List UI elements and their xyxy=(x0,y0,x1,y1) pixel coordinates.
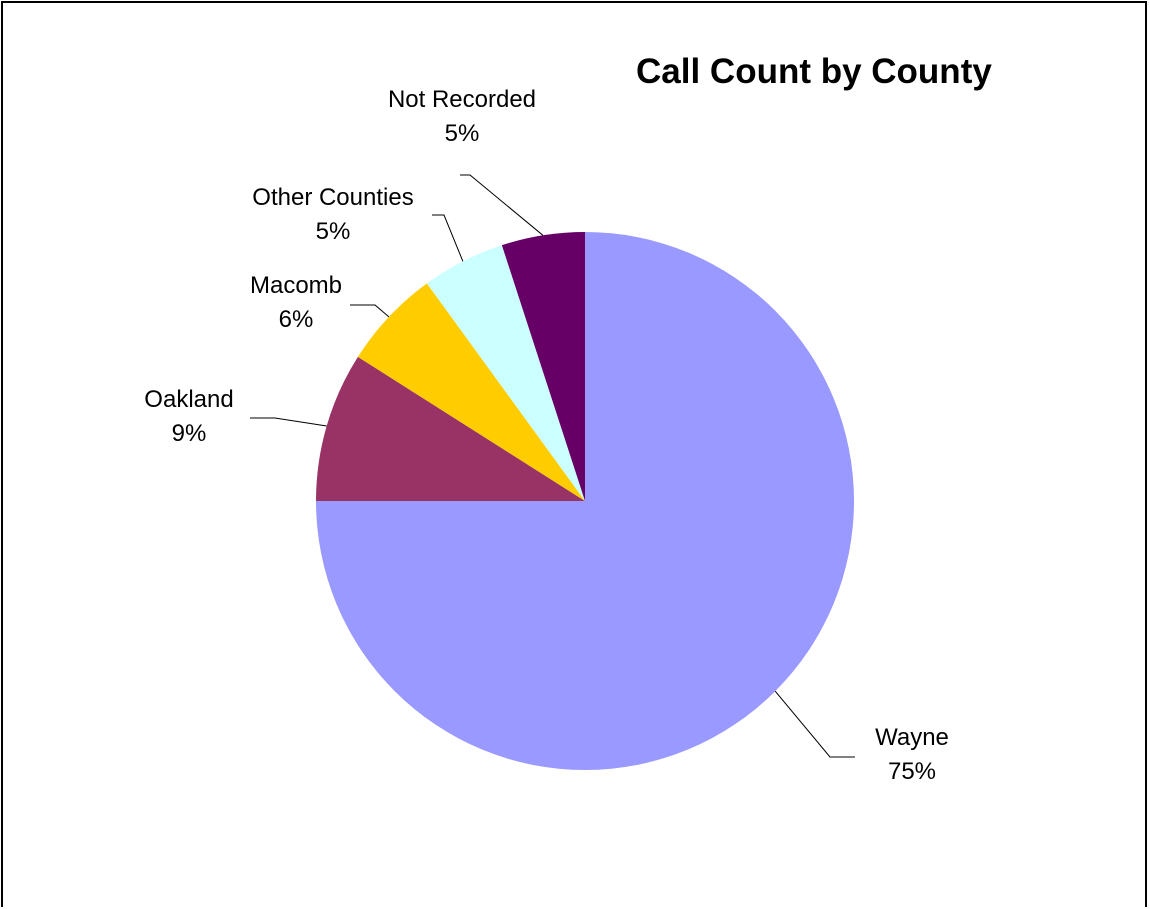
pie-slice-oakland xyxy=(316,356,585,501)
slice-label-name: Other Counties xyxy=(252,184,413,211)
slice-label-percent: 6% xyxy=(279,306,314,333)
pie-slice-macomb xyxy=(357,283,585,501)
leader-line xyxy=(250,417,327,427)
slice-label-name: Not Recorded xyxy=(388,86,536,113)
leader-line xyxy=(350,304,390,318)
slice-label-percent: 75% xyxy=(888,758,936,785)
slice-label-name: Wayne xyxy=(875,724,949,751)
leader-line xyxy=(432,214,464,262)
slice-label-name: Macomb xyxy=(250,272,342,299)
leader-line xyxy=(774,690,855,758)
slice-label-percent: 5% xyxy=(445,120,480,147)
pie-slice-not-recorded xyxy=(501,232,585,501)
slice-label-percent: 5% xyxy=(316,218,351,245)
slice-label-name: Oakland xyxy=(144,386,233,413)
slice-labels: Wayne 75% Oakland 9% Macomb 6% Other Counties 5… xyxy=(144,86,949,785)
chart-title: Call Count by County xyxy=(636,52,992,91)
pie-slices xyxy=(316,232,854,770)
slice-label-percent: 9% xyxy=(172,420,207,447)
leader-lines xyxy=(250,174,855,758)
pie-slice-other-counties xyxy=(426,245,585,501)
leader-line xyxy=(460,174,544,236)
